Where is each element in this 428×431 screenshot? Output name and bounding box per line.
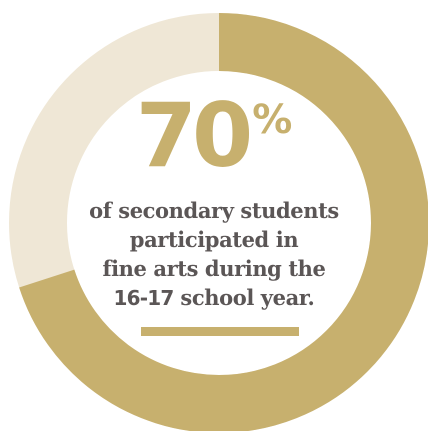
accent-underline — [141, 327, 299, 336]
stat-headline: 70% — [64, 92, 364, 192]
stat-caption: of secondary students participated in fi… — [64, 196, 364, 313]
caption-year-range: 16-17 — [113, 286, 175, 310]
stat-percent-symbol: % — [252, 97, 293, 143]
caption-line-4: 16-17 school year. — [64, 283, 364, 313]
donut-slice-value — [9, 13, 428, 431]
caption-line-4-text: school year. — [173, 285, 315, 310]
stat-value: 70 — [135, 84, 253, 187]
caption-line-1: of secondary students — [89, 198, 339, 223]
caption-line-2: participated in — [129, 227, 299, 252]
caption-line-3: fine arts during the — [102, 256, 326, 281]
